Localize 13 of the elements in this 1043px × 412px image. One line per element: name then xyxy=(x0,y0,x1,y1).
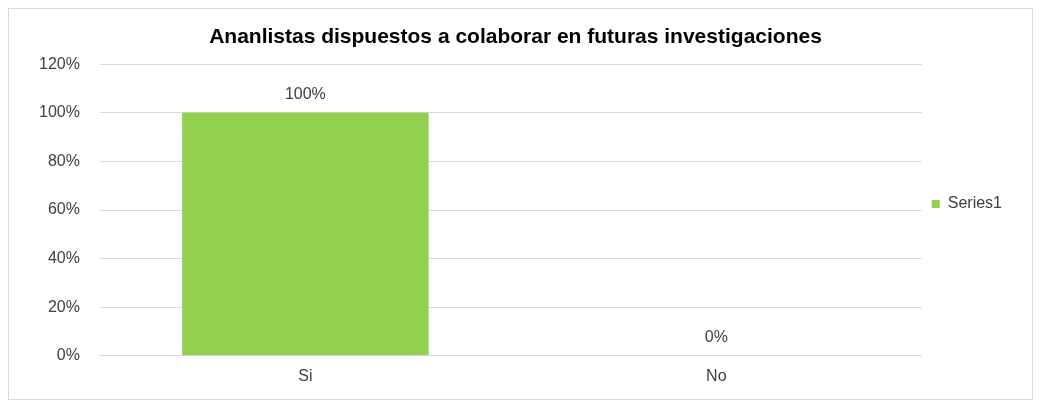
y-tick-label: 0% xyxy=(56,346,80,364)
y-tick-label: 60% xyxy=(47,200,80,218)
y-tick-label: 100% xyxy=(39,103,80,121)
x-tick-label: Si xyxy=(298,366,313,384)
data-label: 0% xyxy=(704,328,728,346)
chart-title: Ananlistas dispuestos a colaborar en futuras investigaciones xyxy=(209,24,822,48)
x-tick-label: No xyxy=(706,366,727,384)
y-tick-label: 20% xyxy=(47,297,80,315)
y-tick-label: 120% xyxy=(39,54,80,72)
y-tick-label: 80% xyxy=(47,151,80,169)
y-tick-label: 40% xyxy=(47,249,80,267)
data-label: 100% xyxy=(284,85,326,103)
legend-label: Series1 xyxy=(947,194,1003,212)
